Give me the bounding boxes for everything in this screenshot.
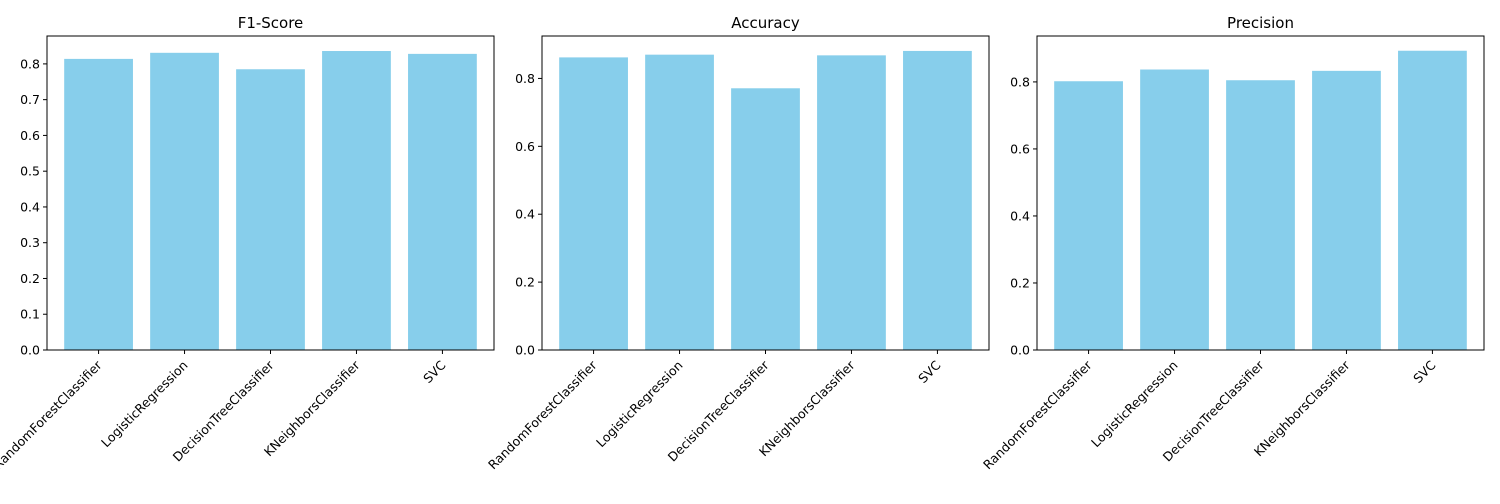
bar-SVC: [903, 50, 972, 350]
y-tick-label: 0.0: [515, 343, 535, 358]
y-tick-label: 0.6: [1010, 141, 1030, 156]
chart-panel-3: Precision 0.0 0.2 0.4 0.6 0.8 RandomForestClas…: [980, 14, 1485, 472]
y-tick-label: 0.5: [20, 164, 40, 179]
y-tick-label: 0.4: [20, 199, 40, 214]
chart-panel-2: Accuracy 0.0 0.2 0.4 0.6 0.8 RandomForestClass…: [485, 14, 990, 472]
bar-LogisticRegression: [150, 52, 219, 350]
x-tick-label: SVC: [1410, 357, 1439, 386]
bar-SVC: [408, 53, 477, 350]
x-tick-label: RandomForestClassifier: [0, 357, 105, 472]
chart-title: Precision: [1227, 14, 1294, 32]
y-tick-label: 0.1: [20, 307, 40, 322]
y-tick-label: 0.8: [515, 71, 535, 86]
bar-KNeighborsClassifier: [817, 55, 886, 351]
y-tick-label: 0.4: [1010, 208, 1030, 223]
chart-panel-1: F1-Score 0.0 0.1 0.2 0.3 0.4 0.5 0.6 0.7 0.8 Rando…: [0, 14, 495, 472]
bar-LogisticRegression: [1140, 69, 1209, 351]
bar-SVC: [1398, 50, 1467, 350]
bar-DecisionTreeClassifier: [236, 69, 305, 351]
y-tick-label: 0.0: [1010, 343, 1030, 358]
x-tick-label: RandomForestClassifier: [980, 357, 1095, 472]
y-tick-label: 0.8: [20, 56, 40, 71]
y-tick-label: 0.3: [20, 235, 40, 250]
y-tick-label: 0.4: [515, 207, 535, 222]
x-tick-label: KNeighborsClassifier: [756, 357, 858, 459]
y-tick-label: 0.8: [1010, 74, 1030, 89]
x-tick-label: LogisticRegression: [98, 358, 191, 451]
y-tick-label: 0.6: [515, 139, 535, 154]
x-tick-label: SVC: [915, 357, 944, 386]
chart-title: Accuracy: [731, 14, 800, 32]
bar-KNeighborsClassifier: [322, 51, 391, 350]
bar-RandomForestClassifier: [64, 58, 133, 351]
chart-title: F1-Score: [238, 14, 304, 32]
y-tick-label: 0.0: [20, 343, 40, 358]
x-tick-label: LogisticRegression: [593, 358, 686, 451]
bar-DecisionTreeClassifier: [1226, 80, 1295, 350]
x-tick-label: KNeighborsClassifier: [261, 357, 363, 459]
x-tick-label: KNeighborsClassifier: [1251, 357, 1353, 459]
x-tick-label: RandomForestClassifier: [485, 357, 600, 472]
bar-LogisticRegression: [645, 54, 714, 351]
x-tick-label: SVC: [420, 357, 449, 386]
bar-RandomForestClassifier: [559, 57, 628, 350]
y-tick-label: 0.7: [20, 92, 40, 107]
x-tick-label: LogisticRegression: [1088, 358, 1181, 451]
bar-RandomForestClassifier: [1054, 81, 1123, 351]
y-tick-label: 0.6: [20, 128, 40, 143]
bar-DecisionTreeClassifier: [731, 88, 800, 350]
bar-KNeighborsClassifier: [1312, 70, 1381, 350]
y-tick-label: 0.2: [1010, 275, 1030, 290]
y-tick-label: 0.2: [515, 275, 535, 290]
y-tick-label: 0.2: [20, 271, 40, 286]
